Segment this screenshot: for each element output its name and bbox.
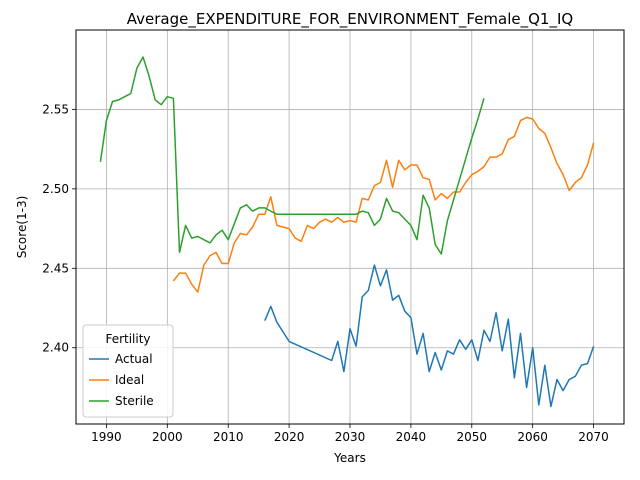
legend-label-ideal: Ideal — [115, 373, 144, 387]
y-tick-label: 2.40 — [42, 341, 69, 355]
legend-label-actual: Actual — [115, 352, 153, 366]
y-tick-label: 2.45 — [42, 261, 69, 275]
x-tick-label: 2000 — [152, 430, 183, 444]
legend-title: Fertility — [105, 332, 150, 346]
x-ticks: 1990 2000 2010 2020 2030 2040 2050 2060 2070 — [91, 424, 609, 444]
x-tick-label: 2040 — [396, 430, 427, 444]
y-tick-label: 2.55 — [42, 102, 69, 116]
x-tick-label: 2010 — [213, 430, 244, 444]
legend: Fertility Actual Ideal Sterile — [82, 324, 174, 418]
series-lines — [99, 56, 595, 408]
chart-title: Average_EXPENDITURE_FOR_ENVIRONMENT_Fema… — [127, 10, 573, 29]
y-tick-label: 2.50 — [42, 182, 69, 196]
x-tick-label: 2050 — [457, 430, 488, 444]
legend-box — [82, 324, 174, 418]
series-line-actual — [264, 264, 595, 408]
y-axis-label: Score(1-3) — [15, 196, 29, 259]
series-line-ideal — [172, 116, 595, 293]
series-line-sterile — [99, 56, 485, 255]
x-axis-label: Years — [333, 451, 366, 465]
x-tick-label: 1990 — [91, 430, 122, 444]
legend-label-sterile: Sterile — [115, 394, 154, 408]
x-tick-label: 2070 — [578, 430, 609, 444]
x-tick-label: 2020 — [274, 430, 305, 444]
x-tick-label: 2030 — [335, 430, 366, 444]
y-ticks: 2.40 2.45 2.50 2.55 — [42, 102, 76, 355]
x-tick-label: 2060 — [517, 430, 548, 444]
